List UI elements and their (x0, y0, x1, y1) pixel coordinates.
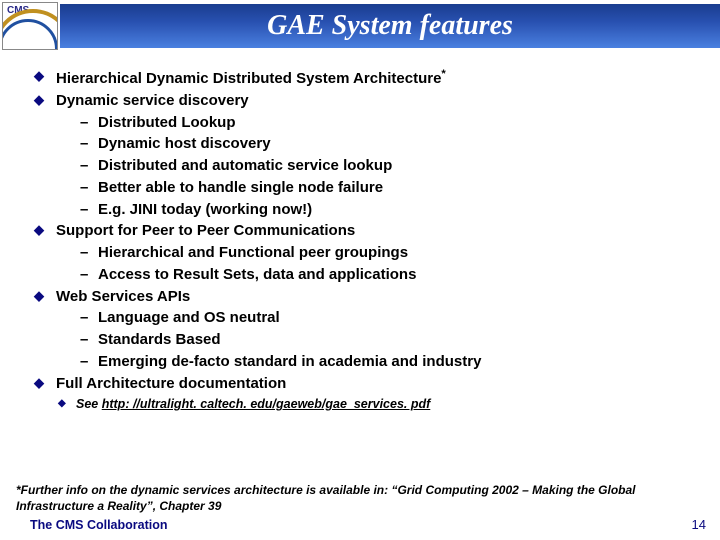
sub-item: Standards Based (80, 329, 700, 351)
bullet-item: Web Services APIs Language and OS neutra… (34, 286, 700, 373)
sub-item: Hierarchical and Functional peer groupin… (80, 242, 700, 264)
bullet-text: Dynamic service discovery (56, 92, 249, 109)
sub-item: Distributed and automatic service lookup (80, 155, 700, 177)
slide-title: GAE System features (267, 10, 513, 42)
bullet-item: Hierarchical Dynamic Distributed System … (34, 66, 700, 90)
footnote-text: *Further info on the dynamic services ar… (16, 482, 660, 514)
sub-item: Language and OS neutral (80, 307, 700, 329)
sub-item: Better able to handle single node failur… (80, 177, 700, 199)
bullet-item: Support for Peer to Peer Communications … (34, 220, 700, 285)
slide-header: CMS GAE System features (0, 0, 720, 52)
cms-logo: CMS (2, 2, 58, 50)
bullet-text: Hierarchical Dynamic Distributed System … (56, 70, 441, 87)
slide-content: Hierarchical Dynamic Distributed System … (0, 52, 720, 414)
footnote-marker: * (441, 68, 445, 80)
see-item: See http: //ultralight. caltech. edu/gae… (58, 396, 700, 414)
sub-list: Hierarchical and Functional peer groupin… (56, 242, 700, 286)
see-prefix: See (76, 397, 102, 411)
bullet-text: Web Services APIs (56, 288, 190, 305)
bullet-text: Support for Peer to Peer Communications (56, 222, 355, 239)
title-bar: GAE System features (60, 4, 720, 48)
bullet-text: Full Architecture documentation (56, 375, 286, 392)
sub-list: Distributed Lookup Dynamic host discover… (56, 112, 700, 221)
sub-item: Emerging de-facto standard in academia a… (80, 351, 700, 373)
collaboration-label: The CMS Collaboration (30, 518, 168, 532)
sub-item: E.g. JINI today (working now!) (80, 199, 700, 221)
see-link[interactable]: http: //ultralight. caltech. edu/gaeweb/… (102, 397, 431, 411)
see-list: See http: //ultralight. caltech. edu/gae… (34, 396, 700, 414)
page-number: 14 (692, 517, 706, 532)
bullet-list: Hierarchical Dynamic Distributed System … (34, 66, 700, 394)
sub-list: Language and OS neutral Standards Based … (56, 307, 700, 372)
bullet-item: Dynamic service discovery Distributed Lo… (34, 90, 700, 221)
sub-item: Access to Result Sets, data and applicat… (80, 264, 700, 286)
sub-item: Distributed Lookup (80, 112, 700, 134)
bullet-item: Full Architecture documentation (34, 373, 700, 395)
sub-item: Dynamic host discovery (80, 133, 700, 155)
